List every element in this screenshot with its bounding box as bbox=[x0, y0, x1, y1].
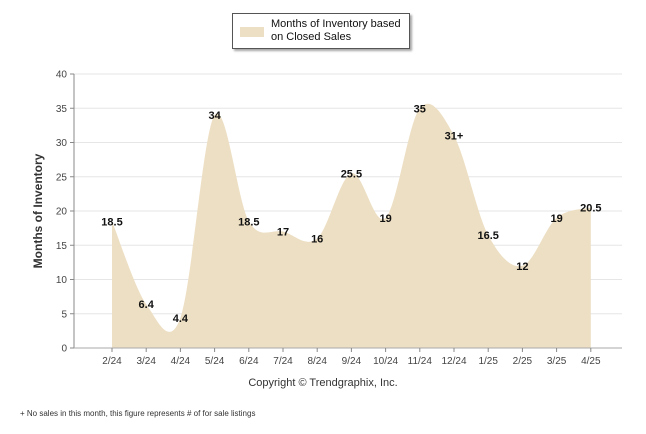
x-tick-label: 3/25 bbox=[547, 356, 567, 367]
x-tick-label: 11/24 bbox=[408, 356, 433, 367]
y-tick-label: 20 bbox=[56, 207, 68, 218]
x-tick-label: 7/24 bbox=[273, 356, 293, 367]
x-tick-label: 12/24 bbox=[441, 356, 466, 367]
data-label: 16.5 bbox=[477, 230, 498, 242]
y-tick-label: 40 bbox=[56, 70, 68, 81]
x-tick-label: 5/24 bbox=[205, 356, 225, 367]
data-label: 17 bbox=[277, 227, 289, 239]
x-tick-label: 9/24 bbox=[342, 356, 362, 367]
legend: Months of Inventory based on Closed Sale… bbox=[232, 13, 410, 49]
x-tick-label: 6/24 bbox=[239, 356, 259, 367]
y-tick-label: 25 bbox=[56, 172, 68, 183]
x-tick-label: 10/24 bbox=[373, 356, 398, 367]
y-axis-title: Months of Inventory bbox=[31, 153, 45, 268]
y-tick-label: 10 bbox=[56, 275, 68, 286]
data-label: 6.4 bbox=[139, 299, 155, 311]
legend-label: Months of Inventory based on Closed Sale… bbox=[271, 18, 401, 43]
data-label: 18.5 bbox=[101, 216, 122, 228]
x-tick-label: 3/24 bbox=[136, 356, 156, 367]
data-label: 19 bbox=[379, 213, 391, 225]
x-tick-label: 1/25 bbox=[478, 356, 498, 367]
data-label: 34 bbox=[208, 110, 221, 122]
x-tick-label: 4/25 bbox=[581, 356, 601, 367]
data-label: 20.5 bbox=[580, 203, 601, 215]
series-area bbox=[112, 103, 591, 349]
data-label: 12 bbox=[516, 261, 528, 273]
x-tick-label: 8/24 bbox=[307, 356, 327, 367]
y-tick-label: 30 bbox=[56, 138, 68, 149]
data-label: 35 bbox=[414, 103, 426, 115]
data-label: 31+ bbox=[445, 131, 464, 143]
copyright-text: Copyright © Trendgraphix, Inc. bbox=[248, 377, 398, 389]
data-label: 25.5 bbox=[341, 168, 362, 180]
data-label: 16 bbox=[311, 233, 323, 245]
y-tick-label: 0 bbox=[61, 344, 67, 355]
x-tick-label: 2/25 bbox=[513, 356, 533, 367]
y-tick-label: 15 bbox=[56, 241, 68, 252]
footnote: + No sales in this month, this figure re… bbox=[20, 409, 256, 418]
data-label: 18.5 bbox=[238, 216, 259, 228]
y-tick-label: 35 bbox=[56, 104, 68, 115]
legend-swatch bbox=[240, 27, 264, 37]
y-tick-label: 5 bbox=[61, 309, 67, 320]
data-label: 19 bbox=[550, 213, 562, 225]
x-tick-label: 4/24 bbox=[171, 356, 191, 367]
x-tick-label: 2/24 bbox=[102, 356, 122, 367]
data-label: 4.4 bbox=[173, 313, 189, 325]
